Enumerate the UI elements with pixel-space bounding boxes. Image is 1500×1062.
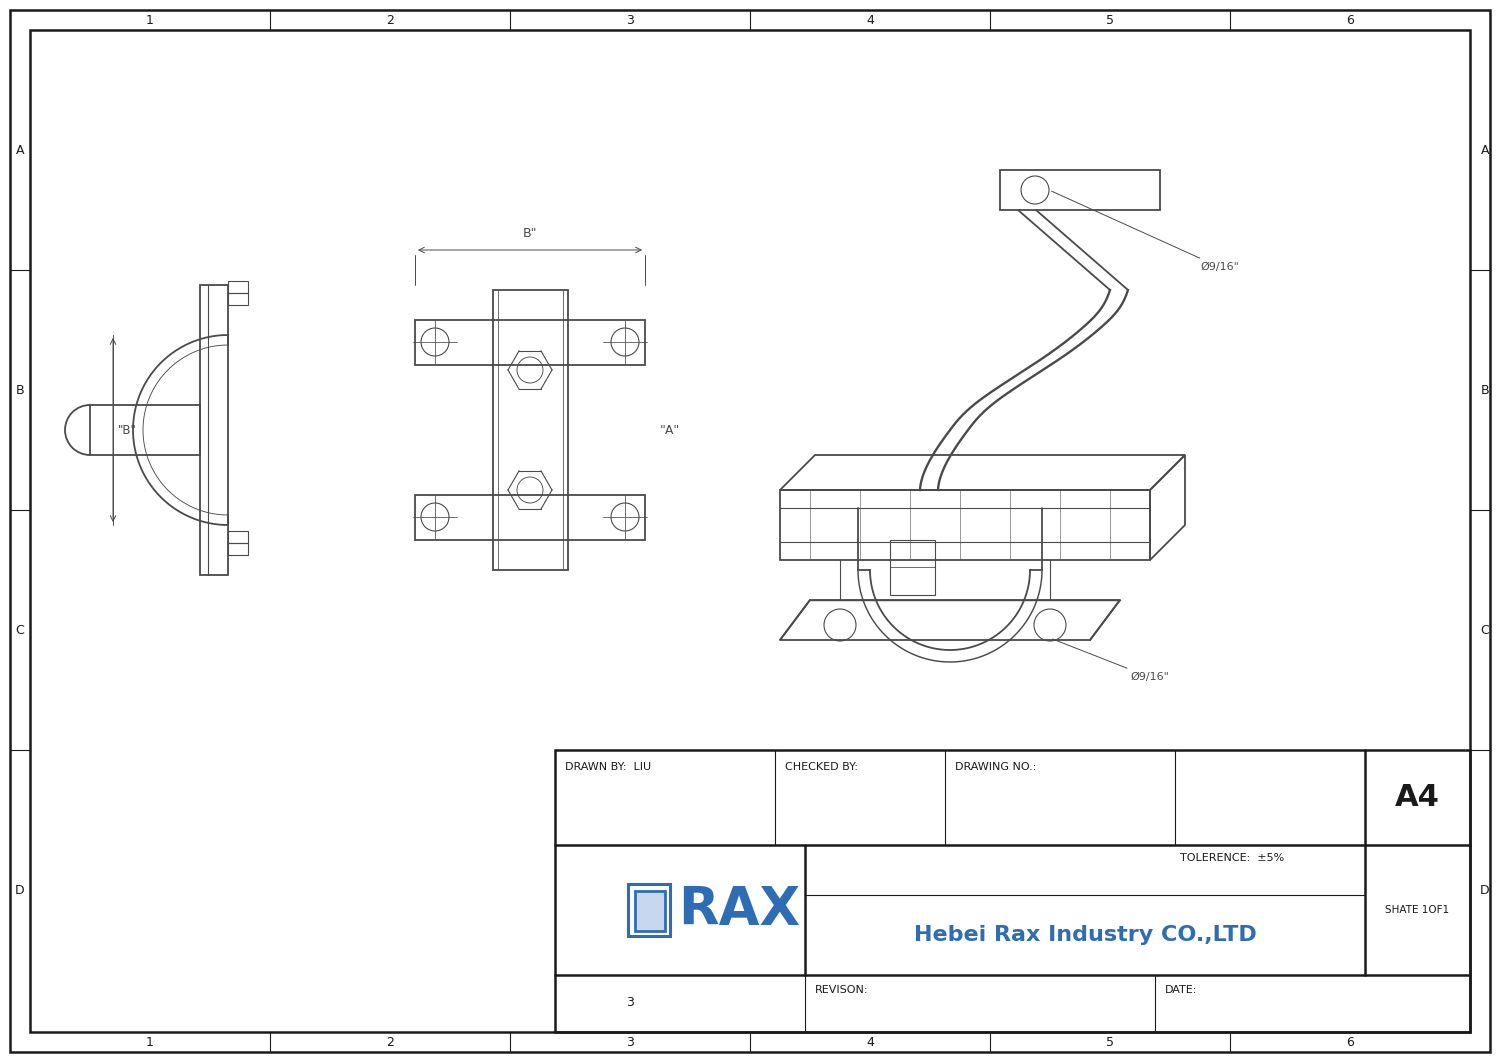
Bar [780,490,1150,560]
Text: 3: 3 [626,996,634,1010]
Text: "B": "B" [118,424,136,436]
Text: A: A [1480,143,1490,156]
Bar [228,543,248,555]
Bar [228,281,248,293]
Text: A: A [15,143,24,156]
Text: 5: 5 [1106,14,1114,27]
Text: RAX: RAX [678,884,800,936]
Bar [416,495,645,539]
Bar [890,539,934,595]
Bar [494,290,568,570]
Text: D: D [1480,885,1490,897]
Text: 2: 2 [386,14,394,27]
Text: "A": "A" [660,424,680,436]
Text: Hebei Rax Industry CO.,LTD: Hebei Rax Industry CO.,LTD [914,925,1257,945]
Bar [228,293,248,305]
Text: 3: 3 [626,14,634,27]
Text: CHECKED BY:: CHECKED BY: [784,763,858,772]
Bar [416,320,645,365]
Text: 6: 6 [1346,1035,1354,1048]
Text: A4: A4 [1395,783,1440,811]
Text: B: B [15,383,24,396]
Text: Ø9/16": Ø9/16" [1053,639,1168,682]
Text: DRAWING NO.:: DRAWING NO.: [956,763,1036,772]
Text: C: C [1480,623,1490,636]
Text: DATE:: DATE: [1166,984,1197,995]
Bar [90,405,200,455]
Text: B: B [1480,383,1490,396]
Bar [634,891,664,931]
Text: 2: 2 [386,1035,394,1048]
Text: 5: 5 [1106,1035,1114,1048]
Text: C: C [15,623,24,636]
Text: D: D [15,885,26,897]
Text: 4: 4 [865,14,874,27]
Text: Ø9/16": Ø9/16" [1052,191,1239,272]
Text: TOLERENCE:  ±5%: TOLERENCE: ±5% [1180,853,1284,863]
Text: 1: 1 [146,14,154,27]
Text: REVISON:: REVISON: [815,984,868,995]
Bar [1000,170,1160,210]
Text: SHATE 1OF1: SHATE 1OF1 [1384,905,1449,915]
Text: 1: 1 [146,1035,154,1048]
Text: B": B" [522,227,537,240]
Text: DRAWN BY:  LIU: DRAWN BY: LIU [566,763,651,772]
Bar [555,750,1470,1032]
Bar [628,884,670,936]
Text: 6: 6 [1346,14,1354,27]
Bar [228,531,248,543]
Text: 3: 3 [626,1035,634,1048]
Text: 4: 4 [865,1035,874,1048]
Bar [200,285,228,575]
